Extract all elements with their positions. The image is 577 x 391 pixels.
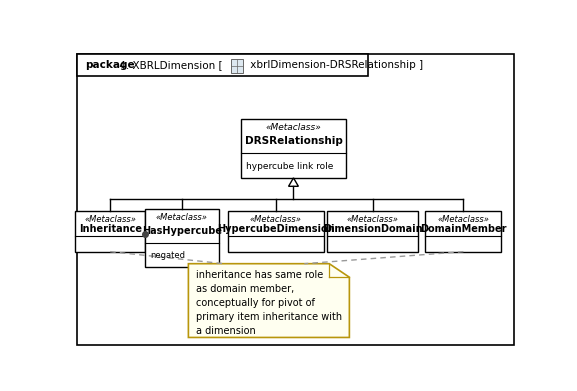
Text: 4. XBRLDimension [: 4. XBRLDimension [ — [116, 60, 223, 70]
Text: xbrlDimension-DRSRelationship ]: xbrlDimension-DRSRelationship ] — [248, 60, 424, 70]
Bar — [241, 119, 346, 178]
Bar — [327, 211, 418, 252]
Text: package: package — [85, 60, 135, 70]
Text: hypercube link role: hypercube link role — [246, 162, 334, 171]
Text: HasHypercube: HasHypercube — [142, 226, 222, 236]
Text: Inheritance: Inheritance — [78, 224, 141, 234]
Bar — [425, 211, 501, 252]
Bar — [145, 210, 219, 267]
Text: HypercubeDimension: HypercubeDimension — [217, 224, 335, 234]
Text: «Metaclass»: «Metaclass» — [250, 215, 302, 224]
Text: «Metaclass»: «Metaclass» — [265, 123, 321, 132]
Text: DimensionDomain: DimensionDomain — [323, 224, 422, 234]
Bar — [231, 59, 243, 72]
Text: DRSRelationship: DRSRelationship — [245, 136, 342, 147]
Bar — [227, 211, 324, 252]
Text: inheritance has same role
as domain member,
conceptually for pivot of
primary it: inheritance has same role as domain memb… — [196, 270, 343, 336]
Text: «Metaclass»: «Metaclass» — [347, 215, 399, 224]
Text: negated: negated — [150, 251, 185, 260]
Polygon shape — [188, 264, 350, 337]
Bar — [76, 211, 145, 252]
Bar — [77, 54, 368, 76]
Text: «Metaclass»: «Metaclass» — [437, 215, 489, 224]
Text: «Metaclass»: «Metaclass» — [156, 213, 208, 222]
Text: «Metaclass»: «Metaclass» — [84, 215, 136, 224]
Text: DomainMember: DomainMember — [420, 224, 507, 234]
